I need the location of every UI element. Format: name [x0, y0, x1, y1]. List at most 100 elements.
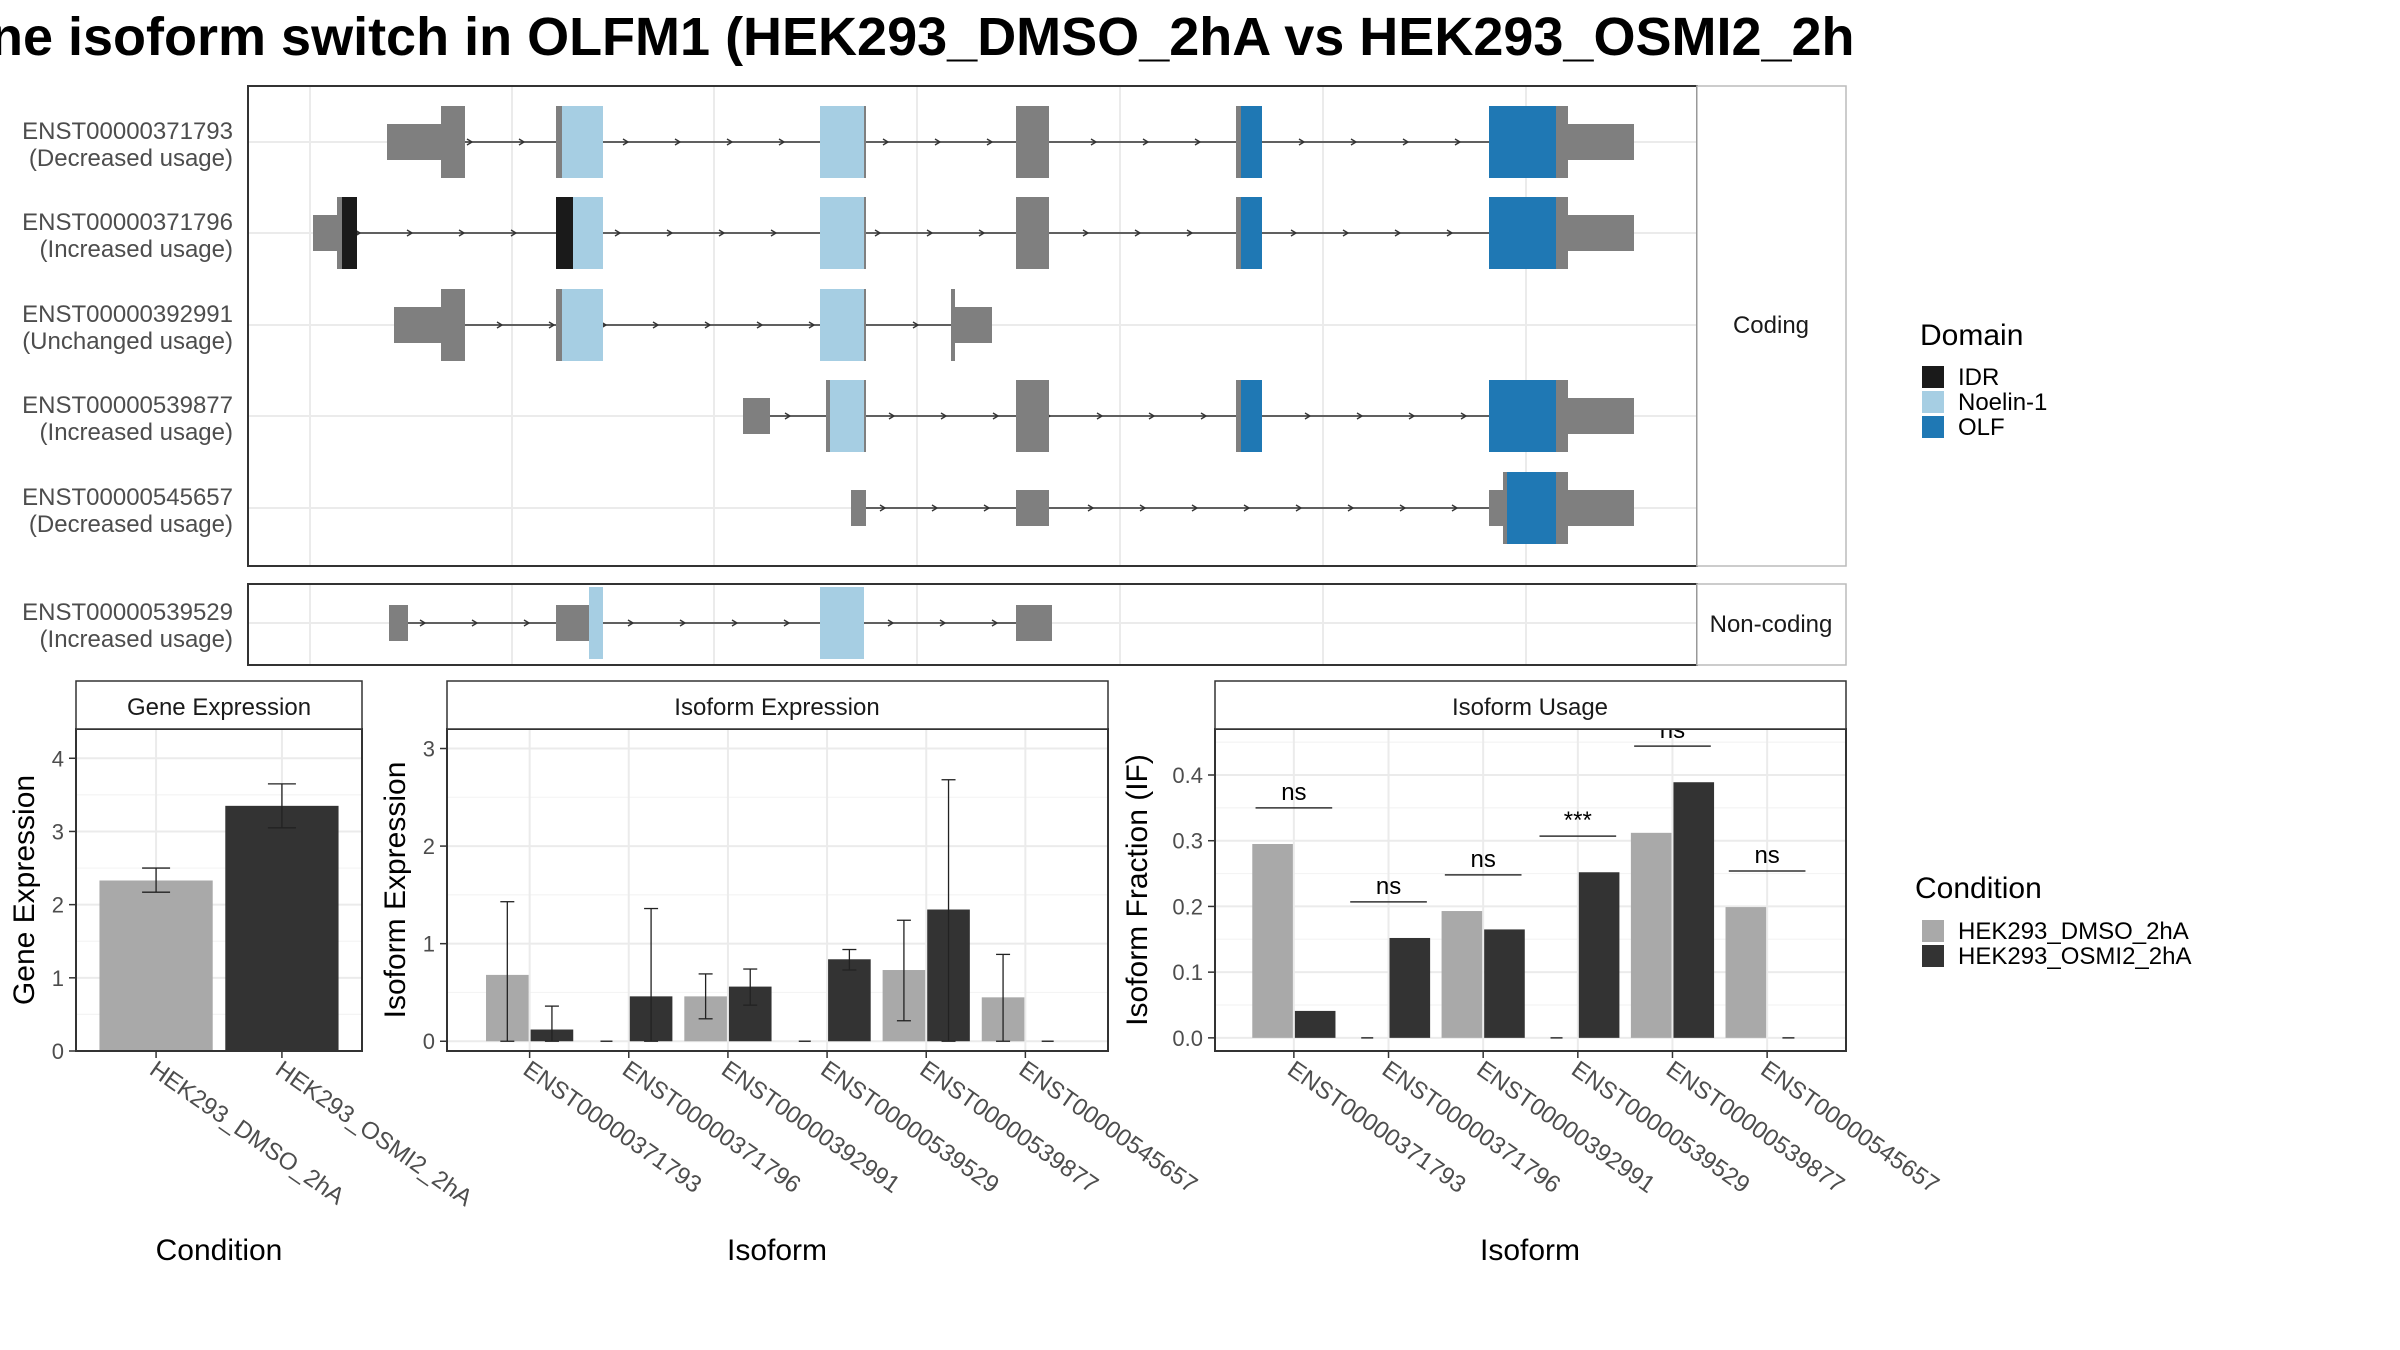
exon-c [1016, 106, 1049, 178]
exon-c [1236, 197, 1241, 269]
transcript-label: ENST00000539877 [22, 392, 233, 419]
exon-u [1489, 490, 1503, 526]
domain-legend-label: Noelin-1 [1958, 389, 2047, 416]
exon-c [1016, 197, 1049, 269]
domain-legend-key-Noelin-1 [1922, 391, 1944, 413]
exon-u [387, 124, 443, 160]
direction-arrow [704, 321, 712, 329]
exon-OLF [1507, 472, 1556, 544]
direction-arrow [1460, 412, 1468, 420]
exon-Noelin-1 [830, 380, 864, 452]
direction-arrow [939, 619, 947, 627]
coding-strip [1696, 85, 1847, 567]
y-tick-label: 0.1 [1172, 960, 1203, 985]
transcript-structure-ENST00000545657 [851, 472, 1634, 544]
exon-c [1236, 380, 1241, 452]
direction-arrow [1082, 229, 1090, 237]
direction-arrow [756, 321, 764, 329]
exon-u [1568, 124, 1634, 160]
direction-arrow [770, 229, 778, 237]
x-axis-title: Isoform [1480, 1234, 1580, 1267]
exon-Noelin-1 [820, 289, 864, 361]
exon-Noelin-1 [562, 289, 603, 361]
panel-strip [446, 680, 1109, 730]
x-axis-title: Condition [156, 1234, 283, 1267]
direction-arrow [510, 229, 518, 237]
y-tick-label: 0 [423, 1029, 435, 1054]
exon-u [1016, 605, 1047, 641]
exon-c [441, 106, 465, 178]
x-axis-title: Isoform [727, 1234, 827, 1267]
transcript-structure-ENST00000539877 [743, 380, 1634, 452]
direction-arrow [888, 412, 896, 420]
direction-arrow [940, 412, 948, 420]
direction-arrow [1290, 229, 1298, 237]
y-tick-label: 0.3 [1172, 829, 1203, 854]
direction-arrow [879, 504, 887, 512]
exon-Noelin-1 [589, 587, 603, 659]
exon-c [1236, 106, 1241, 178]
y-tick-label: 0 [52, 1039, 64, 1064]
panel-strip [1214, 680, 1847, 730]
domain-legend-key-IDR [1922, 366, 1944, 388]
exon-IDR [342, 197, 357, 269]
y-tick-label: 2 [423, 834, 435, 859]
direction-arrow [912, 321, 920, 329]
transcript-structure-ENST00000371793 [387, 106, 1634, 178]
direction-arrow [622, 138, 630, 146]
y-tick-label: 2 [52, 893, 64, 918]
bar-hek293-dmso-2ha [1630, 832, 1672, 1038]
panel-strip [75, 680, 363, 730]
transcript-usage-label: (Unchanged usage) [22, 328, 233, 355]
exon-OLF [1489, 106, 1556, 178]
direction-arrow [1090, 138, 1098, 146]
exon-OLF [1241, 197, 1262, 269]
transcript-label: ENST00000392991 [22, 301, 233, 328]
noncoding-strip-label: Non-coding [1710, 611, 1833, 638]
exon-u [955, 307, 992, 343]
direction-arrow [784, 412, 792, 420]
x-tick-label: ENST00000539877 [915, 1056, 1103, 1199]
direction-arrow [978, 229, 986, 237]
exon-c [826, 380, 830, 452]
exon-c [1556, 106, 1568, 178]
chart-isoform-expression: Isoform Expression 0 1 2 3 Isoform Expression… [379, 680, 1202, 1267]
exon-u [1047, 605, 1052, 641]
direction-arrow [778, 138, 786, 146]
transcript-usage-label: (Decreased usage) [29, 511, 233, 538]
direction-arrow [983, 504, 991, 512]
bar-hek293-osmi2-2ha [828, 959, 871, 1042]
x-tick-label: ENST00000539529 [816, 1056, 1004, 1199]
direction-arrow [1402, 138, 1410, 146]
direction-arrow [652, 321, 660, 329]
coding-strip-label: Coding [1733, 312, 1809, 339]
exon-c [1503, 472, 1507, 544]
direction-arrow [548, 321, 556, 329]
direction-arrow [882, 138, 890, 146]
direction-arrow [1446, 229, 1454, 237]
direction-arrow [471, 619, 479, 627]
exon-u [1568, 490, 1634, 526]
direction-arrow [1295, 504, 1303, 512]
significance-label: ns [1470, 846, 1495, 873]
chart-gene-expression: Gene Expression 0 1 2 3 4 Gene Expression HEK29… [8, 680, 477, 1267]
panel-title: Isoform Expression [674, 694, 879, 721]
transcript-label: ENST00000371796 [22, 209, 233, 236]
bar-hek293-osmi2-2ha [1294, 1010, 1336, 1038]
direction-arrow [614, 229, 622, 237]
direction-arrow [1191, 504, 1199, 512]
condition-legend-title: Condition [1915, 872, 2042, 905]
exon-Noelin-1 [573, 197, 603, 269]
direction-arrow [731, 619, 739, 627]
direction-arrow [991, 619, 999, 627]
direction-arrow [1186, 229, 1194, 237]
exon-c [1556, 380, 1568, 452]
exon-c [441, 289, 465, 361]
noncoding-strip [1696, 583, 1847, 666]
transcript-label: ENST00000539529 [22, 599, 233, 626]
direction-arrow [1134, 229, 1142, 237]
exon-u [1568, 398, 1634, 434]
direction-arrow [496, 321, 504, 329]
condition-legend-key [1922, 945, 1944, 967]
